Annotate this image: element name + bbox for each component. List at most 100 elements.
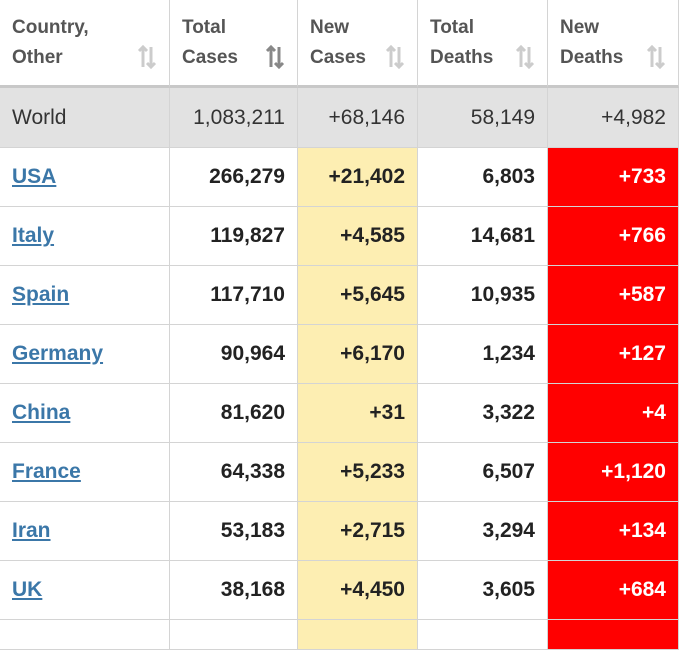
data-cell: 3,322 [418, 384, 548, 443]
data-cell: 6,507 [418, 443, 548, 502]
sort-icon[interactable] [137, 45, 157, 69]
data-cell: +2,715 [298, 502, 418, 561]
cell-text: +134 [618, 519, 666, 542]
data-cell: 1,234 [418, 325, 548, 384]
country-cell[interactable]: Italy [0, 207, 170, 266]
data-cell: +31 [298, 384, 418, 443]
column-header[interactable]: Country, Other [0, 0, 170, 88]
data-cell: +4,585 [298, 207, 418, 266]
cell-text: +4,982 [601, 105, 666, 129]
cell-text: +127 [618, 342, 666, 365]
data-cell: 117,710 [170, 266, 298, 325]
country-link[interactable]: Italy [12, 224, 55, 247]
country-link[interactable]: New Cases [310, 16, 366, 68]
country-cell[interactable]: China [0, 384, 170, 443]
cell-text: 10,935 [470, 283, 535, 306]
data-cell: +1,120 [548, 443, 679, 502]
country-cell[interactable]: USA [0, 148, 170, 207]
data-cell: +587 [548, 266, 679, 325]
data-cell: +6,170 [298, 325, 418, 384]
column-header[interactable]: Total Cases [170, 0, 298, 88]
cell-text: 3,294 [482, 519, 535, 542]
country-link[interactable]: Country, Other [12, 16, 89, 68]
data-cell: +127 [548, 325, 679, 384]
data-cell: 3,605 [418, 561, 548, 620]
data-cell: 14,681 [418, 207, 548, 266]
data-cell: +4,450 [298, 561, 418, 620]
cell-text: +2,715 [340, 519, 405, 542]
data-cell: +5,645 [298, 266, 418, 325]
data-cell: 6,803 [418, 148, 548, 207]
country-cell[interactable]: Germany [0, 325, 170, 384]
world-cell: +68,146 [298, 88, 418, 148]
cell-text: 38,168 [220, 578, 285, 601]
data-cell: +766 [548, 207, 679, 266]
data-cell: 53,183 [170, 502, 298, 561]
sort-icon[interactable] [646, 45, 666, 69]
world-cell: +4,982 [548, 88, 679, 148]
country-link[interactable]: France [12, 460, 81, 483]
data-cell: 119,827 [170, 207, 298, 266]
cell-text: +31 [369, 401, 405, 424]
cell-text: 53,183 [220, 519, 285, 542]
cell-text: 6,803 [482, 165, 535, 188]
country-link[interactable]: Germany [12, 342, 104, 365]
country-link[interactable]: Spain [12, 283, 70, 306]
data-cell: +733 [548, 148, 679, 207]
country-cell[interactable]: Spain [0, 266, 170, 325]
country-cell[interactable]: Iran [0, 502, 170, 561]
cell-text: 58,149 [470, 105, 535, 129]
data-cell: 10,935 [418, 266, 548, 325]
cell-text: 1,234 [482, 342, 535, 365]
cell-text: +4,585 [340, 224, 405, 247]
data-cell: 38,168 [170, 561, 298, 620]
country-link[interactable]: Total Deaths [430, 16, 494, 68]
cell-text: 3,322 [482, 401, 535, 424]
country-cell[interactable]: France [0, 443, 170, 502]
country-link[interactable]: Total Cases [182, 16, 238, 68]
cell-text: +21,402 [328, 165, 406, 188]
cell-text: 90,964 [220, 342, 285, 365]
country-link[interactable]: New Deaths [560, 16, 624, 68]
cell-text: +5,645 [340, 283, 405, 306]
cell-text: +6,170 [340, 342, 405, 365]
cell-text: 6,507 [482, 460, 535, 483]
column-header[interactable]: New Cases [298, 0, 418, 88]
sort-icon[interactable] [265, 45, 285, 69]
cell-text: 266,279 [209, 165, 285, 188]
data-cell: 90,964 [170, 325, 298, 384]
sort-icon[interactable] [515, 45, 535, 69]
data-cell: 81,620 [170, 384, 298, 443]
cell-text: +4 [642, 401, 666, 424]
data-cell: +4 [548, 384, 679, 443]
data-cell: 266,279 [170, 148, 298, 207]
cell-text: 64,338 [220, 460, 285, 483]
data-cell: +5,233 [298, 443, 418, 502]
cell-text: +684 [618, 578, 666, 601]
column-header[interactable]: New Deaths [548, 0, 679, 88]
cell-text: 3,605 [482, 578, 535, 601]
cell-text: 117,710 [210, 283, 285, 306]
cell-text: +68,146 [328, 105, 406, 129]
country-link[interactable]: UK [12, 578, 43, 601]
country-link[interactable]: USA [12, 165, 57, 188]
country-cell[interactable]: UK [0, 561, 170, 620]
cell-text: +4,450 [340, 578, 405, 601]
country-link[interactable]: China [12, 401, 71, 424]
world-cell: 1,083,211 [170, 88, 298, 148]
data-cell: 3,294 [418, 502, 548, 561]
cell-text: +587 [618, 283, 666, 306]
cell-text: World [12, 105, 67, 129]
cell-text: +733 [618, 165, 666, 188]
country-link[interactable]: Iran [12, 519, 51, 542]
sort-icon[interactable] [385, 45, 405, 69]
column-header[interactable]: Total Deaths [418, 0, 548, 88]
data-cell: +684 [548, 561, 679, 620]
world-cell: World [0, 88, 170, 148]
data-cell: 64,338 [170, 443, 298, 502]
cell-text: +1,120 [601, 460, 666, 483]
data-cell: +134 [548, 502, 679, 561]
cell-text: 81,620 [220, 401, 285, 424]
cell-text: 1,083,211 [193, 105, 285, 129]
